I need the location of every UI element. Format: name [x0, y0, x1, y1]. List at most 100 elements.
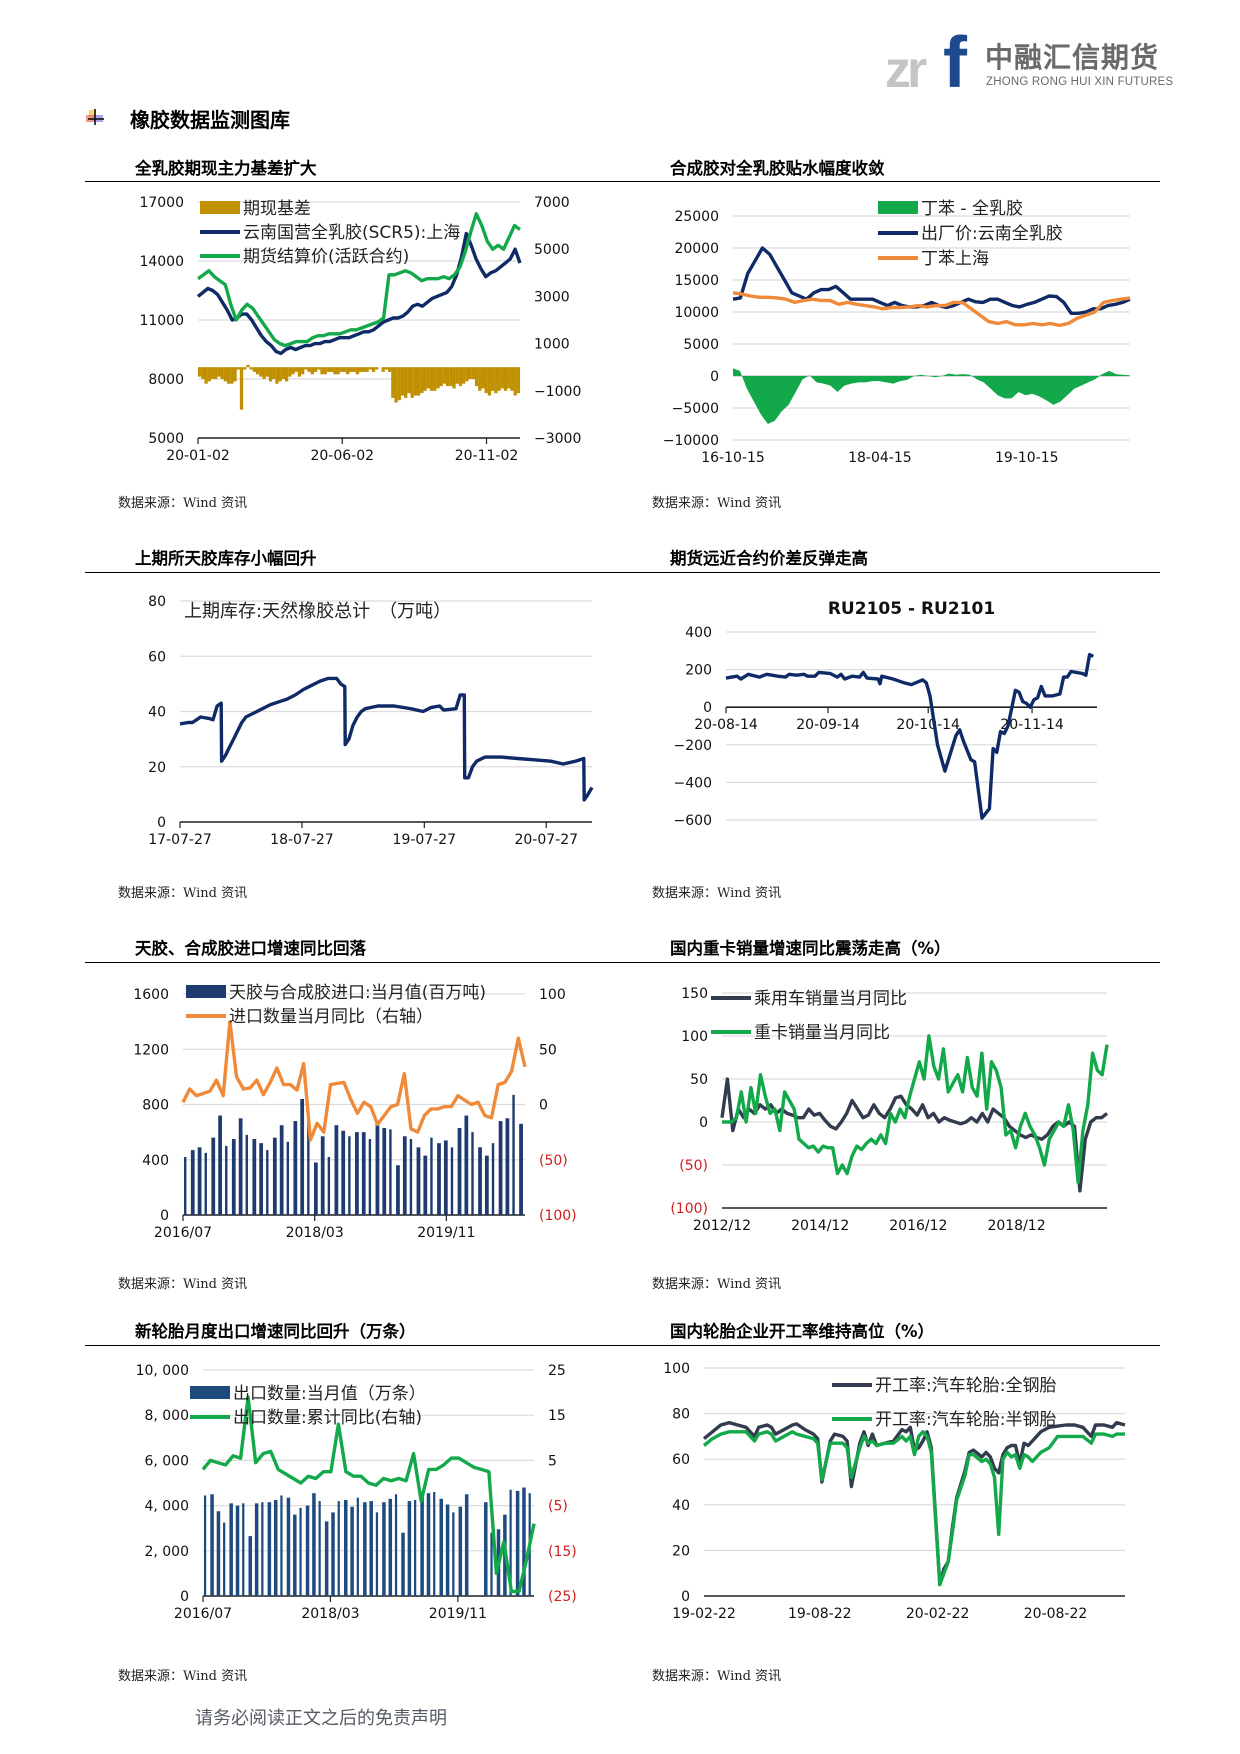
bar: [235, 1505, 240, 1596]
bar: [362, 367, 366, 372]
bar: [416, 1147, 421, 1215]
x-tick-label: 20-06-02: [310, 448, 374, 464]
bar: [382, 1127, 387, 1215]
legend-label: 天胶与合成胶进口:当月值(百万吨): [229, 983, 486, 1003]
x-tick-label: 16-10-15: [701, 450, 765, 466]
bar: [291, 367, 295, 375]
chart-annotation: 上期库存:天然橡胶总计 （万吨）: [184, 601, 451, 622]
bar: [423, 367, 427, 391]
bar: [307, 1118, 310, 1215]
bar: [471, 1132, 474, 1215]
data-source-c3: 数据来源：Wind 资讯: [118, 886, 248, 901]
bar: [226, 367, 231, 384]
y-tick-label: 0: [710, 369, 719, 385]
chart-title-c6: 国内重卡销量增速同比震荡走高（%）: [670, 939, 951, 958]
chart-divider: [85, 572, 625, 573]
bar: [310, 367, 314, 375]
line-c4-0: [725, 652, 1095, 820]
bar: [439, 1498, 443, 1596]
y-tick-label: 150: [681, 986, 708, 1002]
y-tick-label: −5000: [672, 401, 719, 417]
y-tick-label: 25000: [674, 209, 719, 225]
bar: [349, 367, 353, 372]
chart-title-c2: 合成胶对全乳胶贴水幅度收敛: [670, 159, 885, 178]
bar: [410, 367, 414, 398]
bar: [491, 1143, 495, 1215]
bar: [252, 367, 257, 372]
legend-label: 进口数量当月同比（右轴）: [229, 1007, 433, 1027]
chart-divider: [625, 1345, 1160, 1346]
bar: [389, 1129, 392, 1215]
bar: [510, 367, 514, 391]
x-tick-label: 20-08-22: [1024, 1606, 1088, 1622]
bar: [231, 1139, 236, 1215]
bar: [204, 1152, 207, 1215]
y2-tick-label: 100: [539, 987, 566, 1003]
x-tick-label: 20-11-14: [1000, 717, 1064, 733]
bar: [305, 1505, 310, 1596]
line-c6-0: [720, 1077, 1109, 1193]
y2-tick-label: 7000: [534, 195, 570, 211]
y2-tick-label: 5: [548, 1453, 557, 1469]
bar: [246, 364, 250, 368]
x-tick-label: 2016/12: [889, 1218, 947, 1234]
bar: [497, 367, 501, 391]
bar: [313, 367, 318, 372]
line-c7-1: [201, 1395, 536, 1594]
bar: [346, 367, 350, 375]
bar: [336, 367, 340, 375]
bar: [320, 367, 324, 375]
x-tick-label: 2014/12: [791, 1218, 849, 1234]
bar: [252, 1139, 257, 1215]
y-tick-label: 17000: [139, 195, 184, 211]
bar: [416, 367, 421, 396]
bar: [248, 1536, 253, 1596]
y-tick-label: 15000: [674, 273, 719, 289]
bar: [368, 1139, 372, 1215]
chart-divider: [85, 962, 625, 963]
bar: [496, 1529, 501, 1596]
bar: [401, 1532, 405, 1596]
bar: [426, 367, 430, 389]
y2-tick-label: 0: [539, 1098, 548, 1114]
x-tick-label: 19-10-15: [995, 450, 1059, 466]
bar: [365, 367, 369, 372]
y2-tick-label: 5000: [534, 242, 570, 258]
chart-title-c1: 全乳胶期现主力基差扩大: [135, 159, 317, 178]
x-tick-label: 20-11-02: [455, 448, 519, 464]
chart-subtitle: RU2105 - RU2101: [828, 599, 995, 619]
y-tick-label: 0: [157, 815, 166, 831]
y-tick-label: 1600: [133, 987, 169, 1003]
bar: [413, 367, 418, 396]
legend-c7: 出口数量:当月值（万条） 出口数量:累计同比(右轴): [190, 1384, 426, 1428]
area-c2-0: [733, 368, 1130, 424]
bar: [478, 367, 482, 391]
bar: [484, 1155, 489, 1215]
bar: [284, 367, 289, 382]
y2-tick-label: 1000: [534, 337, 570, 353]
bar: [455, 367, 459, 384]
x-tick-label: 2019/11: [417, 1225, 475, 1241]
logo-name-cn: 中融汇信期货: [985, 41, 1160, 74]
bar: [268, 367, 273, 382]
legend-label: 出厂价:云南全乳胶: [921, 224, 1063, 244]
legend-c5: 天胶与合成胶进口:当月值(百万吨) 进口数量当月同比（右轴）: [186, 983, 486, 1027]
bar: [242, 1503, 245, 1596]
legend-swatch: [200, 201, 240, 214]
bar: [513, 367, 517, 396]
chart-title-c4: 期货远近合约价差反弹走高: [670, 549, 868, 568]
bar: [216, 1511, 221, 1596]
bar: [259, 367, 263, 377]
bar: [278, 367, 282, 382]
y-tick-label: 0: [180, 1589, 189, 1605]
y-tick-label: 4, 000: [144, 1499, 189, 1515]
line-c2-2: [732, 291, 1131, 328]
y-tick-label: −200: [674, 738, 712, 754]
legend-label: 期货结算价(活跃合约): [243, 247, 409, 267]
bar: [288, 367, 292, 377]
bar: [464, 1494, 469, 1596]
